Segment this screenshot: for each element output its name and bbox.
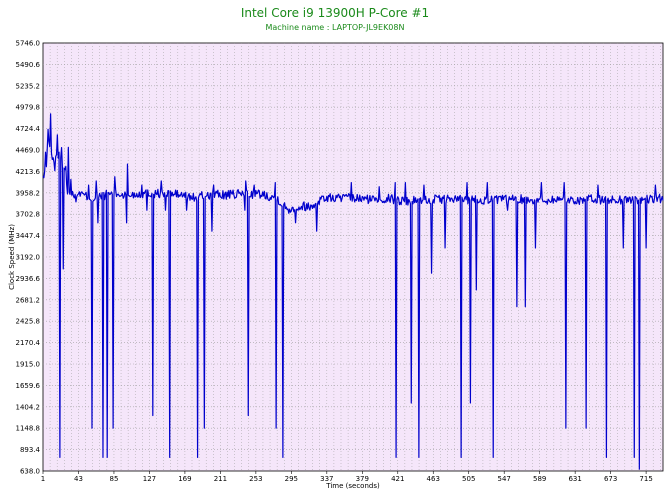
y-tick-label: 2425.8 xyxy=(16,318,41,326)
y-tick-label: 3192.0 xyxy=(16,254,41,262)
y-tick-label: 5490.6 xyxy=(16,61,41,69)
y-axis-tick-labels: 638.0 893.4 1148.8 1404.2 1659.6 1915.0 2170.4… xyxy=(16,40,41,476)
x-tick-label: 1 xyxy=(41,475,45,483)
y-tick-label: 2170.4 xyxy=(16,339,41,347)
x-axis-label: Time (seconds) xyxy=(325,482,380,490)
horizontal-gridlines xyxy=(43,64,663,450)
y-tick-label: 3447.4 xyxy=(16,232,41,240)
x-tick-label: 337 xyxy=(320,475,333,483)
x-tick-label: 43 xyxy=(74,475,83,483)
x-tick-label: 295 xyxy=(285,475,298,483)
x-tick-label: 379 xyxy=(356,475,369,483)
x-tick-label: 169 xyxy=(178,475,191,483)
y-axis-label: Clock Speed (MHz) xyxy=(8,224,16,290)
x-tick-label: 421 xyxy=(391,475,404,483)
y-tick-label: 5235.2 xyxy=(16,82,41,90)
y-tick-label: 893.4 xyxy=(20,446,41,454)
clock-speed-series-line xyxy=(42,113,664,470)
y-tick-label: 1404.2 xyxy=(16,403,41,411)
x-tick-label: 715 xyxy=(639,475,652,483)
y-tick-label: 4469.0 xyxy=(16,147,41,155)
y-tick-label: 1915.0 xyxy=(16,361,41,369)
y-tick-label: 4213.6 xyxy=(16,168,41,176)
y-tick-label: 2936.6 xyxy=(16,275,41,283)
x-axis-tick-labels: 1 43 85 127 169 211 253 295 337 379 421 463 505 547 58… xyxy=(41,471,653,483)
x-tick-label: 505 xyxy=(462,475,475,483)
x-tick-label: 253 xyxy=(249,475,262,483)
y-tick-label: 638.0 xyxy=(20,468,40,476)
y-tick-label: 4979.8 xyxy=(16,104,41,112)
y-tick-label: 3702.8 xyxy=(16,211,41,219)
y-tick-label: 1659.6 xyxy=(16,382,41,390)
chart-title: Intel Core i9 13900H P-Core #1 xyxy=(241,6,429,20)
x-tick-label: 673 xyxy=(604,475,617,483)
chart-subtitle: Machine name : LAPTOP-JL9EK08N xyxy=(266,23,405,32)
y-tick-label: 2681.2 xyxy=(16,296,41,304)
x-tick-label: 547 xyxy=(498,475,511,483)
x-tick-label: 631 xyxy=(568,475,581,483)
x-tick-label: 211 xyxy=(214,475,227,483)
x-tick-label: 589 xyxy=(533,475,546,483)
y-tick-label: 1148.8 xyxy=(16,425,41,433)
y-tick-label: 4724.4 xyxy=(16,125,41,133)
x-tick-label: 127 xyxy=(143,475,156,483)
y-tick-label: 5746.0 xyxy=(16,40,41,48)
x-tick-label: 85 xyxy=(109,475,118,483)
x-tick-label: 463 xyxy=(427,475,440,483)
y-tick-label: 3958.2 xyxy=(16,189,41,197)
